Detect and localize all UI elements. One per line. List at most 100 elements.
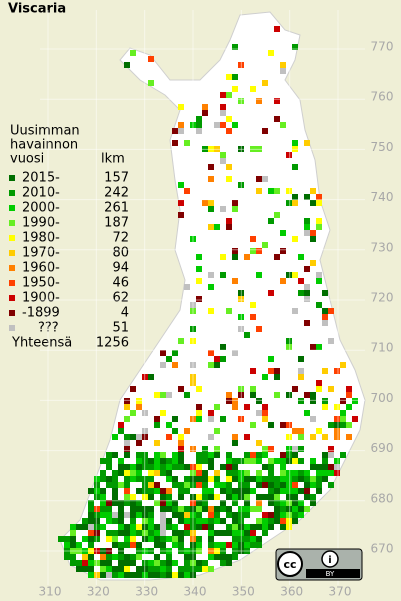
observation-square: [340, 452, 346, 458]
observation-square: [184, 530, 190, 536]
observation-square: [106, 530, 112, 536]
observation-square: [226, 530, 232, 536]
observation-square: [184, 488, 190, 494]
legend-label: 2015-: [22, 171, 60, 186]
observation-square: [148, 524, 154, 530]
observation-square: [214, 428, 220, 434]
observation-square: [130, 506, 136, 512]
observation-square: [148, 374, 154, 380]
observation-square: [178, 458, 184, 464]
observation-square: [280, 62, 286, 68]
observation-square: [172, 428, 178, 434]
observation-square: [172, 458, 178, 464]
observation-square: [292, 488, 298, 494]
observation-square: [202, 482, 208, 488]
observation-square: [310, 344, 316, 350]
observation-square: [274, 512, 280, 518]
observation-square: [220, 110, 226, 116]
legend-swatch: [9, 295, 15, 301]
observation-square: [154, 554, 160, 560]
observation-square: [298, 476, 304, 482]
observation-square: [226, 164, 232, 170]
observation-square: [286, 518, 292, 524]
observation-square: [280, 278, 286, 284]
observation-square: [268, 500, 274, 506]
observation-square: [250, 248, 256, 254]
observation-square: [124, 512, 130, 518]
observation-square: [100, 488, 106, 494]
observation-square: [154, 392, 160, 398]
observation-square: [214, 446, 220, 452]
legend-heading: Uusimman: [10, 124, 80, 139]
observation-square: [136, 500, 142, 506]
observation-square: [232, 44, 238, 50]
observation-square: [310, 200, 316, 206]
observation-square: [316, 200, 322, 206]
observation-square: [136, 470, 142, 476]
legend-count-heading: lkm: [101, 152, 125, 167]
observation-square: [268, 488, 274, 494]
observation-square: [250, 488, 256, 494]
observation-square: [184, 284, 190, 290]
observation-square: [94, 494, 100, 500]
observation-square: [232, 476, 238, 482]
observation-square: [148, 572, 154, 578]
observation-square: [166, 422, 172, 428]
observation-square: [166, 488, 172, 494]
observation-square: [304, 218, 310, 224]
observation-square: [154, 416, 160, 422]
observation-square: [292, 452, 298, 458]
legend-count: 72: [112, 231, 129, 246]
observation-square: [274, 494, 280, 500]
observation-square: [208, 350, 214, 356]
observation-square: [160, 488, 166, 494]
observation-square: [328, 422, 334, 428]
observation-square: [148, 566, 154, 572]
observation-square: [232, 350, 238, 356]
observation-square: [202, 566, 208, 572]
observation-square: [322, 464, 328, 470]
observation-square: [286, 524, 292, 530]
observation-square: [316, 278, 322, 284]
observation-square: [172, 512, 178, 518]
observation-square: [202, 500, 208, 506]
observation-square: [280, 488, 286, 494]
observation-square: [160, 392, 166, 398]
observation-square: [154, 464, 160, 470]
observation-square: [220, 272, 226, 278]
observation-square: [226, 524, 232, 530]
observation-square: [292, 482, 298, 488]
legend-swatch: [9, 235, 15, 241]
observation-square: [214, 470, 220, 476]
observation-square: [268, 446, 274, 452]
observation-square: [94, 536, 100, 542]
observation-square: [160, 494, 166, 500]
observation-square: [208, 524, 214, 530]
observation-square: [70, 530, 76, 536]
observation-square: [280, 512, 286, 518]
observation-square: [232, 494, 238, 500]
observation-square: [286, 512, 292, 518]
observation-square: [274, 188, 280, 194]
observation-square: [166, 560, 172, 566]
observation-square: [112, 482, 118, 488]
observation-square: [310, 260, 316, 266]
observation-square: [220, 122, 226, 128]
observation-square: [166, 572, 172, 578]
observation-square: [76, 542, 82, 548]
observation-square: [286, 338, 292, 344]
observation-square: [292, 506, 298, 512]
observation-square: [208, 536, 214, 542]
y-tick-label: 710: [371, 341, 394, 355]
observation-square: [130, 470, 136, 476]
observation-square: [226, 494, 232, 500]
observation-square: [304, 266, 310, 272]
observation-square: [298, 290, 304, 296]
observation-square: [178, 536, 184, 542]
observation-square: [196, 470, 202, 476]
total-value: 1256: [96, 336, 129, 351]
observation-square: [172, 476, 178, 482]
observation-square: [310, 230, 316, 236]
observation-square: [298, 446, 304, 452]
observation-square: [298, 398, 304, 404]
